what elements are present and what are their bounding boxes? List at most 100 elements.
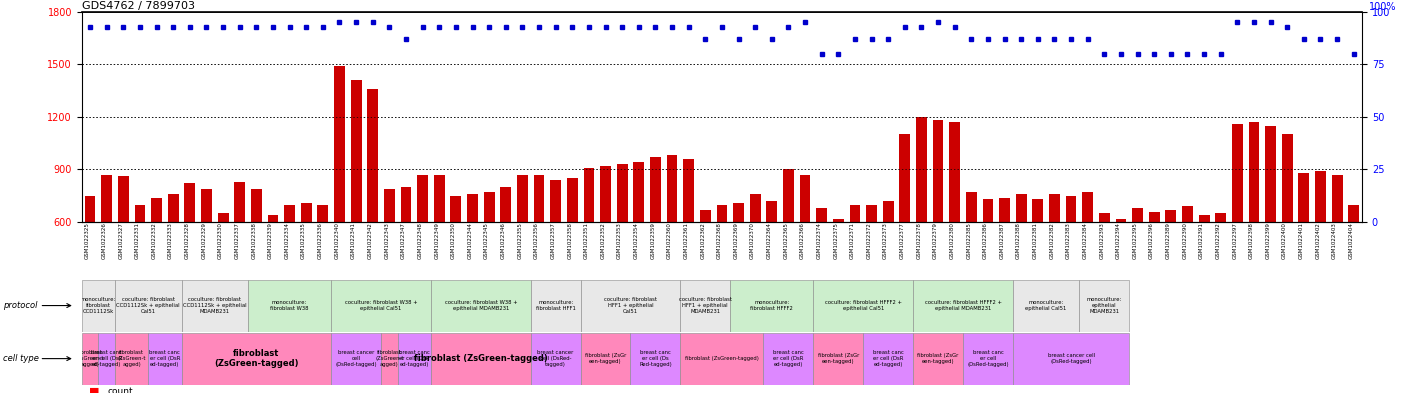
Text: fibroblast (ZsGr
een-tagged): fibroblast (ZsGr een-tagged)	[818, 353, 859, 364]
Bar	[733, 203, 744, 222]
Bar	[633, 162, 644, 222]
Bar	[530, 279, 581, 332]
Bar	[681, 279, 730, 332]
Bar	[331, 279, 431, 332]
Bar	[814, 279, 914, 332]
Text: coculture: fibroblast HFFF2 +
epithelial Cal51: coculture: fibroblast HFFF2 + epithelial…	[825, 300, 902, 311]
Bar	[251, 189, 262, 222]
Bar	[767, 201, 777, 222]
Bar	[1115, 219, 1127, 222]
Text: fibroblast (ZsGr
een-tagged): fibroblast (ZsGr een-tagged)	[585, 353, 626, 364]
Text: GSM1022380: GSM1022380	[950, 222, 955, 259]
Text: GSM1022389: GSM1022389	[1166, 222, 1170, 259]
Bar	[400, 187, 412, 222]
Bar	[1032, 199, 1043, 222]
Bar	[567, 178, 578, 222]
Text: GSM1022331: GSM1022331	[135, 222, 140, 259]
Bar	[116, 279, 182, 332]
Bar	[431, 332, 530, 385]
Text: ■: ■	[89, 387, 99, 393]
Bar	[300, 203, 312, 222]
Text: GSM1022362: GSM1022362	[701, 222, 705, 259]
Text: breast cancer
cell
(DsRed-tagged): breast cancer cell (DsRed-tagged)	[336, 350, 376, 367]
Text: GSM1022353: GSM1022353	[618, 222, 622, 259]
Text: GSM1022342: GSM1022342	[368, 222, 372, 259]
Bar	[1083, 192, 1093, 222]
Bar	[814, 332, 863, 385]
Bar	[650, 157, 661, 222]
Text: monoculture:
fibroblast
CCD1112Sk: monoculture: fibroblast CCD1112Sk	[80, 297, 116, 314]
Bar	[182, 279, 248, 332]
Bar	[434, 175, 444, 222]
Text: GSM1022357: GSM1022357	[551, 222, 556, 259]
Text: GSM1022385: GSM1022385	[966, 222, 971, 259]
Bar	[530, 332, 581, 385]
Text: fibroblast (ZsGreen-tagged): fibroblast (ZsGreen-tagged)	[415, 354, 547, 363]
Bar	[1331, 175, 1342, 222]
Text: GSM1022397: GSM1022397	[1232, 222, 1238, 259]
Text: fibroblast
(ZsGreen-t
agged): fibroblast (ZsGreen-t agged)	[76, 350, 104, 367]
Text: fibroblast (ZsGreen-tagged): fibroblast (ZsGreen-tagged)	[685, 356, 759, 361]
Bar	[1012, 279, 1080, 332]
Bar	[966, 192, 977, 222]
Text: GSM1022333: GSM1022333	[168, 222, 173, 259]
Text: GSM1022364: GSM1022364	[767, 222, 771, 259]
Bar	[983, 199, 994, 222]
Text: GDS4762 / 7899703: GDS4762 / 7899703	[82, 1, 195, 11]
Bar	[431, 279, 530, 332]
Bar	[248, 279, 331, 332]
Text: GSM1022345: GSM1022345	[484, 222, 489, 259]
Bar	[883, 201, 894, 222]
Text: GSM1022334: GSM1022334	[285, 222, 289, 259]
Text: GSM1022373: GSM1022373	[883, 222, 888, 259]
Text: GSM1022335: GSM1022335	[302, 222, 306, 259]
Bar	[866, 204, 877, 222]
Bar	[384, 189, 395, 222]
Text: count: count	[107, 387, 133, 393]
Text: GSM1022350: GSM1022350	[451, 222, 455, 259]
Bar	[331, 332, 381, 385]
Bar	[763, 332, 814, 385]
Text: cell type: cell type	[3, 354, 38, 363]
Text: GSM1022370: GSM1022370	[750, 222, 756, 259]
Bar	[368, 89, 378, 222]
Text: GSM1022394: GSM1022394	[1115, 222, 1121, 259]
Text: GSM1022381: GSM1022381	[1034, 222, 1038, 259]
Bar	[102, 175, 113, 222]
Bar	[681, 332, 763, 385]
Text: GSM1022326: GSM1022326	[102, 222, 107, 259]
Bar	[82, 279, 116, 332]
Bar	[85, 196, 96, 222]
Bar	[533, 175, 544, 222]
Text: GSM1022371: GSM1022371	[850, 222, 854, 259]
Text: GSM1022344: GSM1022344	[468, 222, 472, 259]
Bar	[1232, 124, 1242, 222]
Text: GSM1022393: GSM1022393	[1100, 222, 1104, 259]
Text: GSM1022378: GSM1022378	[916, 222, 922, 259]
Bar	[82, 332, 99, 385]
Text: breast canc
er cell (Ds
Red-tagged): breast canc er cell (Ds Red-tagged)	[639, 350, 671, 367]
Text: coculture: fibroblast W38 +
epithelial MDAMB231: coculture: fibroblast W38 + epithelial M…	[444, 300, 517, 311]
Text: GSM1022351: GSM1022351	[584, 222, 589, 259]
Text: GSM1022391: GSM1022391	[1198, 222, 1204, 259]
Text: fibroblast
(ZsGreen-t
agged): fibroblast (ZsGreen-t agged)	[375, 350, 403, 367]
Text: GSM1022354: GSM1022354	[633, 222, 639, 259]
Bar	[550, 180, 561, 222]
Bar	[1166, 210, 1176, 222]
Bar	[484, 192, 495, 222]
Bar	[916, 117, 926, 222]
Bar	[182, 332, 331, 385]
Text: coculture: fibroblast
HFF1 + epithelial
Cal51: coculture: fibroblast HFF1 + epithelial …	[603, 297, 657, 314]
Bar	[99, 332, 116, 385]
Text: GSM1022329: GSM1022329	[202, 222, 206, 259]
Text: GSM1022374: GSM1022374	[816, 222, 822, 259]
Text: breast canc
er cell
(DsRed-tagged): breast canc er cell (DsRed-tagged)	[967, 350, 1008, 367]
Text: GSM1022377: GSM1022377	[900, 222, 905, 259]
Bar	[863, 332, 914, 385]
Bar	[581, 279, 681, 332]
Bar	[684, 159, 694, 222]
Bar	[1066, 196, 1076, 222]
Bar	[949, 122, 960, 222]
Text: GSM1022402: GSM1022402	[1316, 222, 1321, 259]
Bar	[963, 332, 1012, 385]
